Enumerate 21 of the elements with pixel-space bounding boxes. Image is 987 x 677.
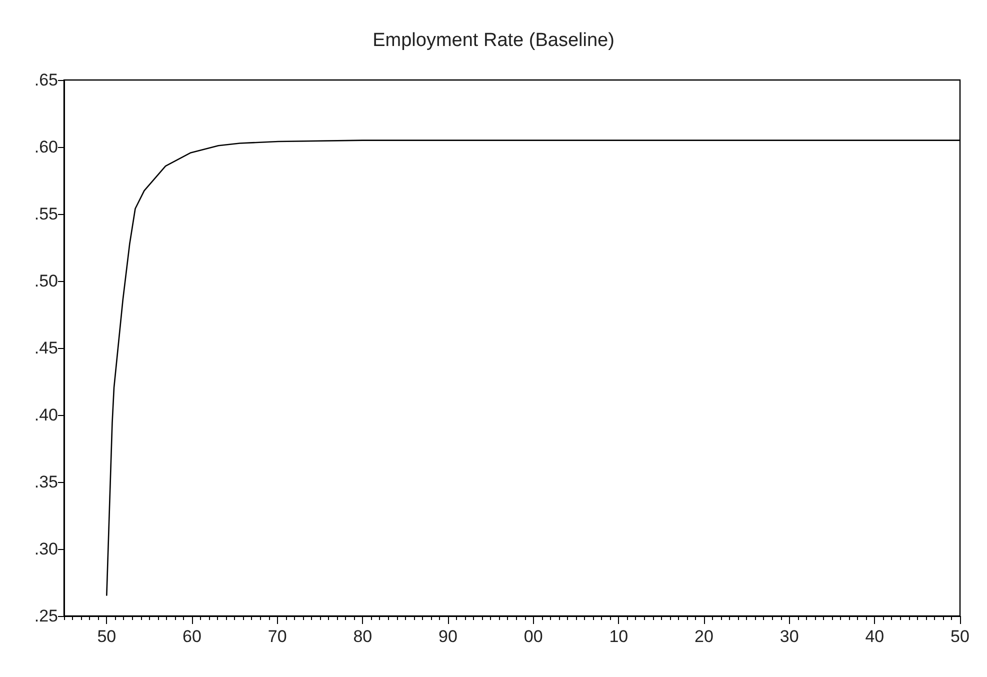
x-tick-label: 40 (865, 627, 884, 646)
y-tick-label: .55 (34, 204, 58, 224)
x-tick-label: 50 (950, 627, 970, 646)
y-tick-label: .40 (34, 406, 58, 424)
chart-title: Employment Rate (Baseline) (372, 30, 614, 51)
y-tick-label: .65 (34, 70, 58, 90)
y-tick-label: .35 (34, 472, 58, 492)
y-tick-label: .60 (34, 138, 58, 156)
x-tick-label: 20 (694, 627, 714, 646)
x-tick-label: 90 (438, 627, 458, 646)
x-tick-label: 30 (780, 627, 799, 646)
x-tick-label: 00 (524, 627, 543, 646)
y-tick-label: .25 (34, 606, 58, 626)
y-tick-label: .45 (34, 338, 58, 358)
x-tick-label: 80 (353, 627, 372, 646)
x-tick-label: 60 (182, 627, 202, 646)
y-tick-label: .50 (34, 272, 58, 290)
x-tick-label: 10 (609, 627, 628, 646)
x-tick-label: 50 (97, 627, 116, 646)
y-tick-label: .30 (34, 540, 58, 558)
x-tick-label: 70 (268, 627, 287, 646)
